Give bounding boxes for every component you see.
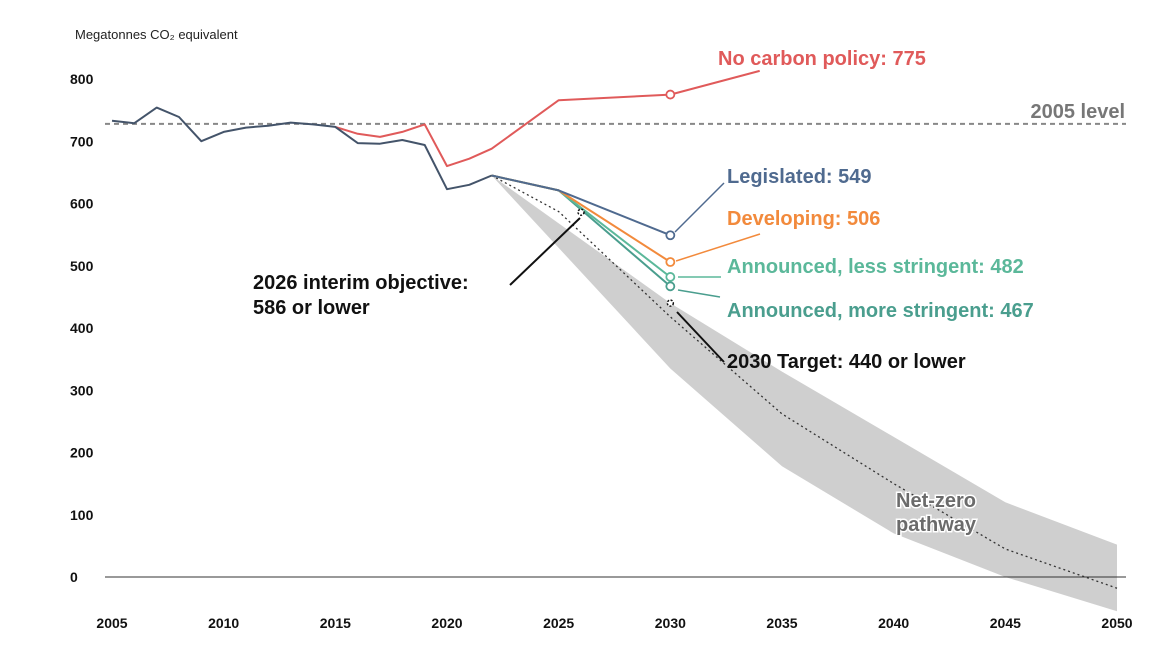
x-tick-label: 2035: [766, 615, 797, 631]
x-tick-label: 2010: [208, 615, 239, 631]
endpoint-marker-announced-more-stringent: [665, 281, 676, 292]
legislated-leader-line: [674, 182, 725, 233]
more-stringent-leader-line: [677, 289, 721, 298]
x-tick-label: 2005: [96, 615, 127, 631]
endpoint-marker-announced-less-stringent: [665, 272, 676, 282]
less-stringent-annotation: Announced, less stringent: 482: [727, 256, 1024, 278]
y-tick-label: 200: [70, 445, 94, 461]
interim-leader-line: [509, 217, 581, 286]
series-layer: [111, 69, 760, 288]
y-tick-label: 100: [70, 507, 94, 523]
net-zero-label-line1: Net-zero: [896, 490, 976, 512]
net-zero-central-line: [491, 174, 1118, 589]
series-line-legislated: [491, 174, 671, 237]
more-stringent-annotation: Announced, more stringent: 467: [727, 300, 1034, 322]
reference-line-label: 2005 level: [1030, 101, 1125, 123]
developing-leader-line: [675, 233, 761, 262]
series-line-no-carbon-policy: [335, 69, 760, 168]
interim-annotation-line2: 586 or lower: [253, 297, 370, 319]
x-tick-label: 2015: [320, 615, 351, 631]
y-tick-label: 800: [70, 71, 94, 87]
series-line-historical: [111, 106, 493, 191]
y-tick-label: 400: [70, 320, 94, 336]
net-zero-band: [491, 175, 1117, 612]
y-tick-labels: 0 100 200 300 400 500 600 700 800: [70, 71, 94, 585]
x-tick-label: 2040: [878, 615, 909, 631]
endpoint-marker-developing: [665, 257, 676, 267]
endpoint-marker-no-carbon-policy: [665, 89, 676, 100]
y-tick-label: 0: [70, 569, 78, 585]
y-tick-label: 600: [70, 196, 94, 212]
endpoint-marker-legislated: [665, 230, 676, 241]
x-tick-label: 2050: [1101, 615, 1132, 631]
marker-layer: [577, 89, 676, 307]
net-zero-band-layer: [491, 174, 1118, 612]
developing-annotation: Developing: 506: [727, 208, 880, 230]
x-tick-label: 2025: [543, 615, 574, 631]
interim-annotation-line1: 2026 interim objective:: [253, 272, 469, 294]
y-tick-label: 700: [70, 133, 94, 149]
y-axis-label: Megatonnes CO₂ equivalent: [75, 27, 238, 42]
x-tick-label: 2020: [431, 615, 462, 631]
target-marker: [666, 299, 675, 307]
target-2030-leader-line: [676, 311, 725, 363]
x-tick-label: 2030: [655, 615, 686, 631]
y-tick-label: 300: [70, 382, 94, 398]
target-2030-annotation: 2030 Target: 440 or lower: [727, 351, 966, 373]
net-zero-label-line2: pathway: [896, 514, 977, 536]
target-marker: [577, 208, 585, 216]
no-policy-annotation: No carbon policy: 775: [718, 48, 926, 70]
x-tick-labels: 2005 2010 2015 2020 2025 2030 2035 2040 2045 2050: [96, 615, 1132, 631]
legislated-annotation: Legislated: 549: [727, 166, 872, 188]
x-tick-label: 2045: [990, 615, 1021, 631]
y-tick-label: 500: [70, 258, 94, 274]
